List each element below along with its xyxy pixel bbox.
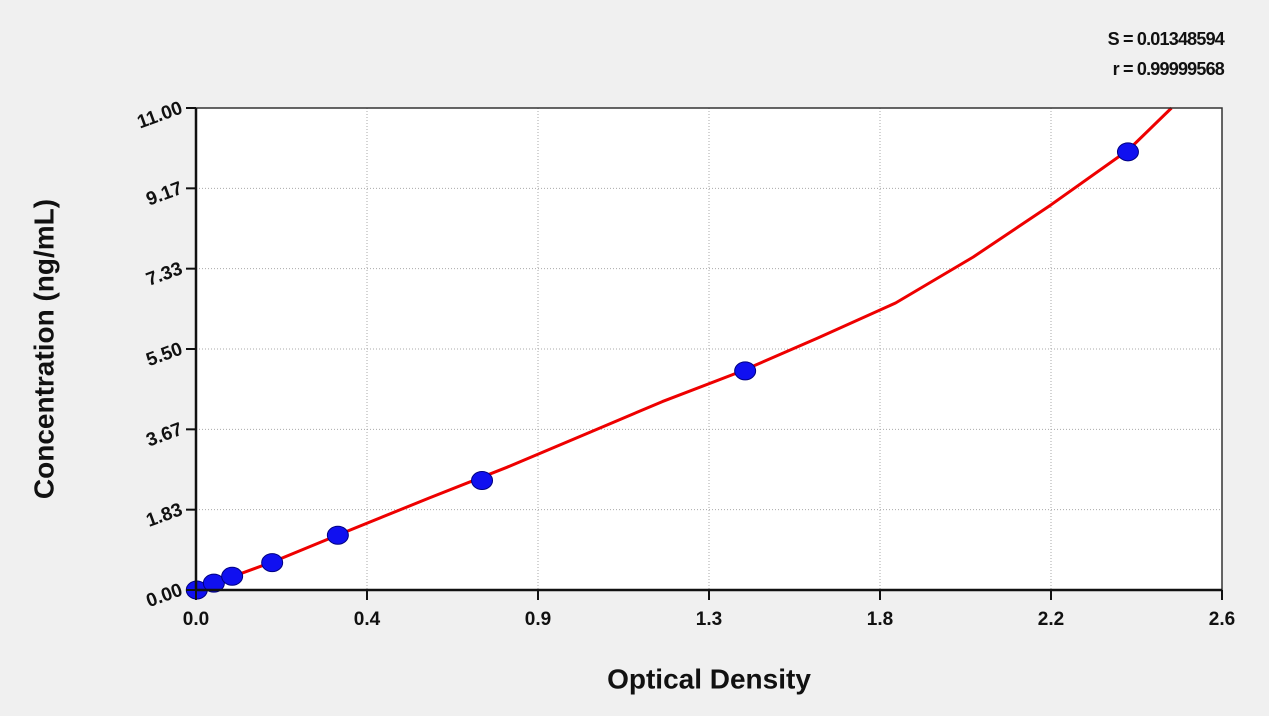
data-point <box>326 525 349 545</box>
data-point <box>261 553 284 573</box>
y-tick-label: 7.33 <box>143 258 185 290</box>
y-tick-label: 11.00 <box>135 98 186 134</box>
data-point <box>471 470 494 490</box>
x-tick-label: 0.0 <box>183 609 209 630</box>
y-tick-label: 0.00 <box>143 580 185 612</box>
data-point <box>202 573 225 593</box>
x-axis-title: Optical Density <box>607 663 811 694</box>
fit-curve <box>195 106 1173 592</box>
x-tick-label: 0.9 <box>525 609 551 630</box>
x-tick-label: 2.2 <box>1038 609 1064 630</box>
y-tick-label: 1.83 <box>143 499 185 531</box>
data-point <box>734 361 757 381</box>
x-tick-label: 2.6 <box>1209 609 1235 630</box>
x-tick-label: 0.4 <box>354 609 381 630</box>
y-tick-label: 3.67 <box>143 419 185 451</box>
data-point <box>221 566 244 586</box>
y-tick-label: 9.17 <box>143 178 185 210</box>
y-tick-label: 5.50 <box>143 339 185 371</box>
y-axis-title: Concentration (ng/mL) <box>28 199 59 499</box>
x-tick-label: 1.3 <box>696 609 722 630</box>
annotation: r = 0.99999568 <box>1113 59 1225 79</box>
x-tick-label: 1.8 <box>867 609 893 630</box>
annotation: S = 0.01348594 <box>1108 29 1225 49</box>
data-point <box>1116 142 1139 162</box>
